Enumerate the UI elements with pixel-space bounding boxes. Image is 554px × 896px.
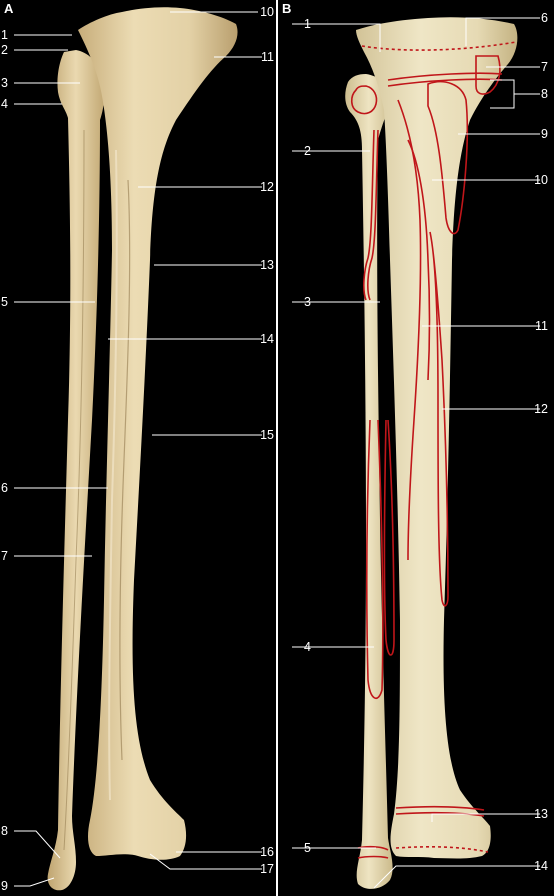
label-a-9: 9 xyxy=(1,879,8,893)
label-b-5: 5 xyxy=(304,841,311,855)
label-a-2: 2 xyxy=(1,43,8,57)
label-a-14: 14 xyxy=(260,332,274,346)
attachment-lines xyxy=(350,41,517,859)
label-b-8: 8 xyxy=(541,87,548,101)
panel-letter: B xyxy=(282,1,292,16)
label-b-10: 10 xyxy=(534,173,548,187)
label-a-4: 4 xyxy=(1,97,8,111)
label-a-3: 3 xyxy=(1,76,8,90)
panel-b: B 1 2 3 4 5 6 7 8 9 10 11 12 13 14 xyxy=(278,0,554,896)
label-b-13: 13 xyxy=(534,807,548,821)
label-b-4: 4 xyxy=(304,640,311,654)
panel-a-bones xyxy=(14,7,262,891)
label-a-12: 12 xyxy=(260,180,274,194)
label-a-13: 13 xyxy=(260,258,274,272)
panel-a: A 1 2 3 4 5 6 7 8 9 10 11 12 13 14 15 16… xyxy=(0,0,276,896)
panel-b-bones xyxy=(292,17,540,889)
label-b-6: 6 xyxy=(541,11,548,25)
label-a-5: 5 xyxy=(1,295,8,309)
label-b-9: 9 xyxy=(541,127,548,141)
label-a-15: 15 xyxy=(260,428,274,442)
label-a-1: 1 xyxy=(1,28,8,42)
label-a-17: 17 xyxy=(260,862,274,876)
label-b-3: 3 xyxy=(304,295,311,309)
label-a-16: 16 xyxy=(260,845,274,859)
fibula xyxy=(345,74,393,889)
label-a-11: 11 xyxy=(261,50,274,64)
label-a-6: 6 xyxy=(1,481,8,495)
label-a-10: 10 xyxy=(260,5,274,19)
label-b-12: 12 xyxy=(534,402,548,416)
fibula xyxy=(47,50,105,891)
label-b-2: 2 xyxy=(304,144,311,158)
label-b-1: 1 xyxy=(304,17,311,31)
label-b-14: 14 xyxy=(534,859,548,873)
panel-letter: A xyxy=(4,1,14,16)
tibia xyxy=(356,17,518,859)
label-a-8: 8 xyxy=(1,824,8,838)
label-a-7: 7 xyxy=(1,549,8,563)
label-b-7: 7 xyxy=(541,60,548,74)
tibia xyxy=(78,7,238,860)
label-b-11: 11 xyxy=(535,319,548,333)
